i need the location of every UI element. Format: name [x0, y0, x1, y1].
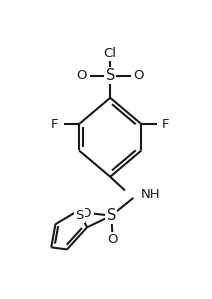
- Text: S: S: [75, 209, 84, 222]
- Text: Cl: Cl: [104, 47, 117, 60]
- Text: O: O: [107, 234, 118, 246]
- Text: F: F: [162, 118, 169, 131]
- Text: O: O: [133, 69, 144, 82]
- Text: O: O: [81, 207, 91, 220]
- Text: S: S: [106, 68, 115, 83]
- Text: O: O: [77, 69, 87, 82]
- Text: S: S: [107, 208, 116, 223]
- Text: NH: NH: [141, 188, 160, 201]
- Text: F: F: [51, 118, 59, 131]
